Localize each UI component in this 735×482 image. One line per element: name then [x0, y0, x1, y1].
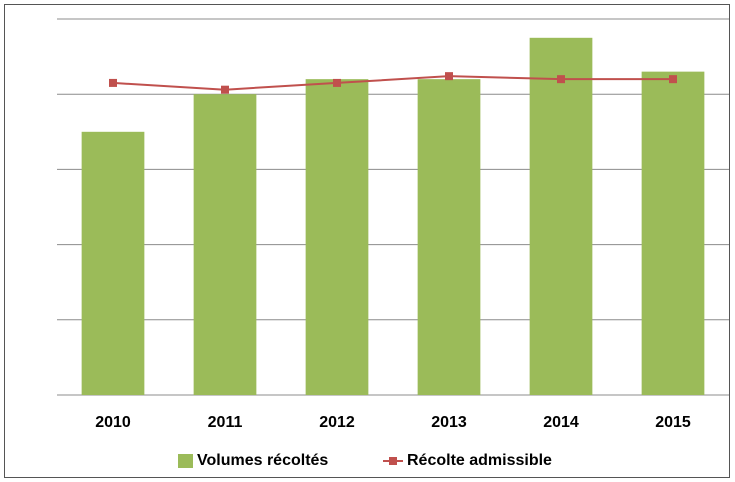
chart-frame — [4, 4, 730, 478]
legend-label: Récolte admissible — [407, 452, 552, 469]
bar — [641, 71, 705, 395]
bar — [193, 94, 257, 395]
line — [112, 75, 673, 91]
legend-swatch — [389, 457, 397, 465]
marker — [333, 78, 341, 87]
x-tick-label: 2013 — [431, 414, 467, 431]
legend-swatch — [178, 454, 193, 468]
bar — [305, 79, 369, 395]
legend-label: Volumes récoltés — [197, 452, 328, 469]
bar — [417, 79, 481, 395]
marker — [557, 75, 565, 84]
x-tick-label: 2011 — [208, 414, 243, 431]
x-tick-label: 2014 — [543, 414, 579, 431]
bar — [529, 37, 593, 396]
marker — [221, 85, 229, 94]
marker — [669, 75, 677, 84]
marker — [109, 78, 117, 87]
x-tick-label: 2012 — [319, 414, 355, 431]
bar — [81, 131, 145, 396]
x-tick-label: 2010 — [95, 414, 131, 431]
marker — [445, 72, 453, 81]
x-tick-label: 2015 — [655, 414, 691, 431]
